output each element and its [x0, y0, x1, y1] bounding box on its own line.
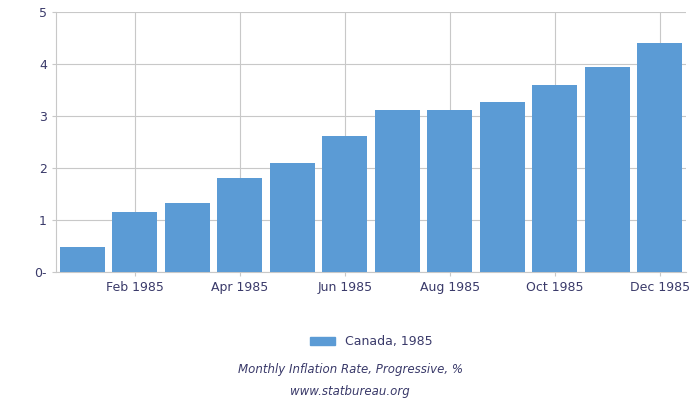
- Bar: [428, 110, 472, 272]
- Bar: [480, 102, 524, 272]
- Bar: [218, 178, 262, 272]
- Legend: Canada, 1985: Canada, 1985: [304, 330, 438, 353]
- Bar: [113, 212, 157, 272]
- Bar: [375, 110, 419, 272]
- Bar: [638, 43, 682, 272]
- Text: www.statbureau.org: www.statbureau.org: [290, 386, 410, 398]
- Bar: [165, 203, 209, 272]
- Bar: [585, 66, 629, 272]
- Bar: [323, 136, 367, 272]
- Bar: [533, 85, 577, 272]
- Bar: [270, 163, 314, 272]
- Text: Monthly Inflation Rate, Progressive, %: Monthly Inflation Rate, Progressive, %: [237, 364, 463, 376]
- Bar: [60, 247, 104, 272]
